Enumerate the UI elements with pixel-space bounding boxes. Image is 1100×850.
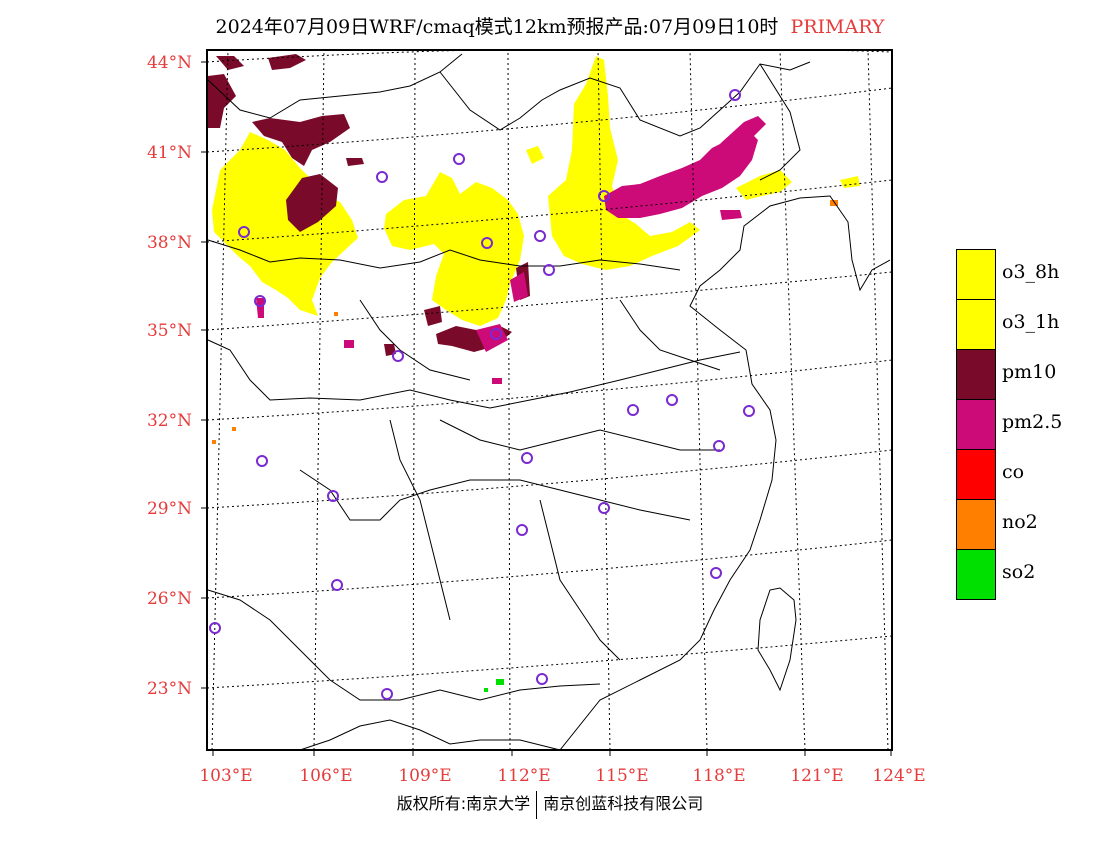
lat-label-26: 26°N	[147, 589, 192, 609]
lat-label-29: 29°N	[147, 499, 192, 519]
station-markers	[209, 89, 755, 700]
legend-swatch	[956, 449, 996, 500]
legend-label: o3_8h	[1002, 261, 1060, 283]
lat-label-41: 41°N	[147, 143, 192, 163]
so2-areas	[484, 679, 504, 692]
lat-label-38: 38°N	[147, 233, 192, 253]
axis-ticks	[201, 61, 892, 756]
lon-label-118: 118°E	[692, 766, 745, 786]
legend-label: pm2.5	[1002, 411, 1063, 433]
title-primary-tag: PRIMARY	[790, 16, 885, 38]
lon-label-109: 109°E	[398, 766, 451, 786]
legend-swatch	[956, 349, 996, 400]
legend-label: no2	[1002, 511, 1038, 533]
legend-label: co	[1002, 461, 1025, 483]
lon-label-124: 124°E	[872, 766, 925, 786]
lon-label-106: 106°E	[299, 766, 352, 786]
no2-areas	[212, 200, 838, 444]
legend-swatch	[956, 549, 996, 600]
footer-divider	[536, 790, 538, 819]
legend-swatch	[956, 299, 996, 350]
lon-label-115: 115°E	[595, 766, 648, 786]
lon-label-103: 103°E	[199, 766, 252, 786]
legend-swatch	[956, 249, 996, 300]
o3-areas	[212, 56, 860, 326]
legend-label: o3_1h	[1002, 311, 1060, 333]
lat-label-23: 23°N	[147, 679, 192, 699]
copyright-right: 南京创蓝科技有限公司	[543, 794, 704, 813]
legend-swatch	[956, 399, 996, 450]
lat-label-44: 44°N	[147, 53, 192, 73]
longitude-labels: 103°E 106°E 109°E 112°E 115°E 118°E 121°…	[199, 766, 925, 786]
lat-label-32: 32°N	[147, 411, 192, 431]
copyright-footer: 版权所有:南京大学 南京创蓝科技有限公司	[0, 790, 1100, 819]
legend-label: pm10	[1002, 361, 1057, 383]
copyright-left: 版权所有:南京大学	[396, 794, 531, 813]
title-main: 2024年07月09日WRF/cmaq模式12km预报产品:07月09日10时	[215, 16, 779, 38]
legend-label: so2	[1002, 561, 1036, 583]
lon-label-121: 121°E	[790, 766, 843, 786]
map-title: 2024年07月09日WRF/cmaq模式12km预报产品:07月09日10时 P…	[0, 12, 1100, 39]
latitude-labels: 44°N 41°N 38°N 35°N 32°N 29°N 26°N 23°N	[147, 53, 192, 699]
lat-label-35: 35°N	[147, 321, 192, 341]
map-frame	[206, 49, 893, 751]
pm25-areas	[256, 116, 766, 384]
lon-label-112: 112°E	[497, 766, 550, 786]
map-content	[207, 50, 892, 750]
legend-swatch	[956, 499, 996, 550]
boundaries	[207, 53, 891, 750]
